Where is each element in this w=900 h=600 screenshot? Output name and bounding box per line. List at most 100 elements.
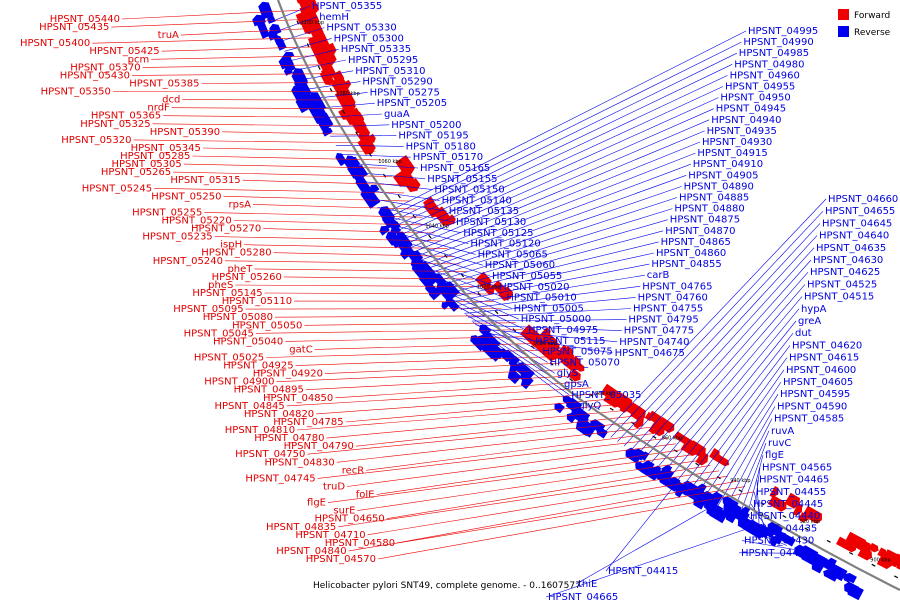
forward-leader-line [222,131,365,135]
forward-leader-line [142,64,325,68]
gene-arrow-247 [847,584,864,600]
reverse-leader-line [711,394,779,502]
reverse-gene-label: HPSNT_05065 [478,249,548,260]
reverse-gene-label: HPSNT_05200 [391,120,461,131]
forward-gene-label: flgE [307,498,326,509]
forward-gene-label: HPSNT_05285 [120,151,190,162]
gene-feature-tracks [252,0,900,600]
reverse-gene-label: HPSNT_04525 [807,279,877,290]
forward-gene-label: rpsA [228,199,251,210]
gene-arrow-28 [267,15,276,24]
reverse-gene-label: HPSNT_05195 [398,131,468,142]
reverse-leader-line [359,180,433,190]
forward-leader-line [201,82,334,84]
reverse-gene-label: HPSNT_04755 [633,304,703,315]
forward-gene-label: HPSNT_04895 [234,385,304,396]
reverse-gene-label: HPSNT_04440 [750,511,820,522]
reverse-gene-label: HPSNT_04595 [780,389,850,400]
reverse-leader-line [293,59,347,71]
legend-forward-swatch [838,9,849,20]
reverse-leader-line [409,249,491,277]
reverse-gene-label: HPSNT_04655 [825,206,895,217]
reverse-leader-line [697,369,785,494]
reverse-leader-line [704,381,782,498]
forward-gene-label: HPSNT_05425 [89,46,159,57]
forward-leader-line [348,486,746,552]
forward-leader-line [338,470,720,528]
forward-leader-line [285,336,531,342]
genome-caption: Helicobacter pylori SNT49, complete geno… [313,581,581,591]
reverse-gene-label: HPSNT_04635 [816,243,886,254]
small-feature-mark-7 [382,173,387,178]
reverse-gene-label: HPSNT_04615 [789,353,859,364]
gene-arrow-230 [784,492,800,509]
forward-leader-line [214,236,442,242]
forward-leader-line [121,10,300,20]
reverse-gene-label: HPSNT_04875 [670,215,740,226]
reverse-gene-label: HPSNT_04445 [753,499,823,510]
forward-leader-line [244,244,448,249]
reverse-gene-label: HPSNT_04415 [608,566,678,577]
genome-backbone-arc [276,0,900,591]
forward-gene-label: HPSNT_04835 [266,522,336,533]
reverse-leader-line [451,298,534,342]
forward-leader-line [255,329,523,334]
reverse-leader-line [353,171,426,180]
reverse-leader-line [637,259,812,455]
forward-leader-line [223,196,411,202]
reverse-gene-label: glyS [557,368,578,379]
gene-arrow-255 [881,549,900,568]
small-feature-mark-31 [849,551,854,555]
gene-arrow-157 [567,368,581,382]
forward-gene-label: HPSNT_05080 [203,312,273,323]
forward-gene-label: nrdF [147,103,170,114]
forward-leader-line [154,188,405,194]
small-feature-mark-14 [494,310,499,315]
forward-leader-line [131,73,330,76]
forward-gene-label: HPSNT_05440 [50,14,120,25]
gene-arrow-87 [405,178,421,193]
reverse-leader-line [741,540,794,550]
reverse-gene-label: HPSNT_05355 [312,1,382,12]
reverse-gene-label: HPSNT_04995 [748,26,818,37]
reverse-gene-label: HPSNT_04760 [638,292,708,303]
tick-label: 980 kbp [595,391,615,397]
forward-leader-line [242,179,399,185]
reverse-gene-label: HPSNT_04885 [679,193,749,204]
reverse-leader-line [457,274,645,306]
forward-leader-line [317,438,668,479]
forward-leader-line [245,308,502,310]
gene-arrow-49 [319,112,334,129]
kbp-tick-labels: 1100 kbp 1080 kbp 1060 kbp 1040 kbp 1020 kbp… [301,20,891,563]
forward-leader-line [180,28,308,36]
forward-gene-label: HPSNT_05045 [184,328,254,339]
reverse-leader-line [284,38,332,52]
reverse-gene-label: HPSNT_04605 [783,377,853,388]
reverse-gene-label: hemH [319,12,349,23]
forward-leader-line [295,356,553,366]
reverse-leader-line [472,322,555,374]
gene-arrow-83 [360,187,381,209]
reverse-gene-label: HPSNT_04980 [734,59,804,70]
forward-gene-label: HPSNT_04570 [306,554,376,565]
forward-gene-label: ispH [220,240,242,251]
legend-reverse-label: Reverse [854,28,891,38]
gene-arrow-17 [316,32,330,50]
gene-arrow-181 [656,416,675,433]
reverse-gene-label: HPSNT_04740 [619,337,689,348]
reverse-gene-label: HPSNT_05075 [542,347,612,358]
gene-arrow-206 [673,431,694,447]
reverse-gene-label: HPSNT_04645 [822,218,892,229]
gene-arrow-240 [825,557,837,572]
forward-leader-line [376,449,685,495]
small-feature-mark-28 [782,514,787,519]
forward-gene-label: HPSNT_04790 [284,441,354,452]
forward-gene-label: HPSNT_04780 [254,433,324,444]
forward-gene-label: HPSNT_04845 [214,401,284,412]
reverse-leader-line [617,223,821,442]
reverse-gene-label: HPSNT_04465 [759,475,829,486]
reverse-leader-line [495,344,577,406]
gene-arrow-136 [508,356,520,368]
gene-arrow-192 [659,476,679,492]
forward-leader-line [233,220,429,226]
